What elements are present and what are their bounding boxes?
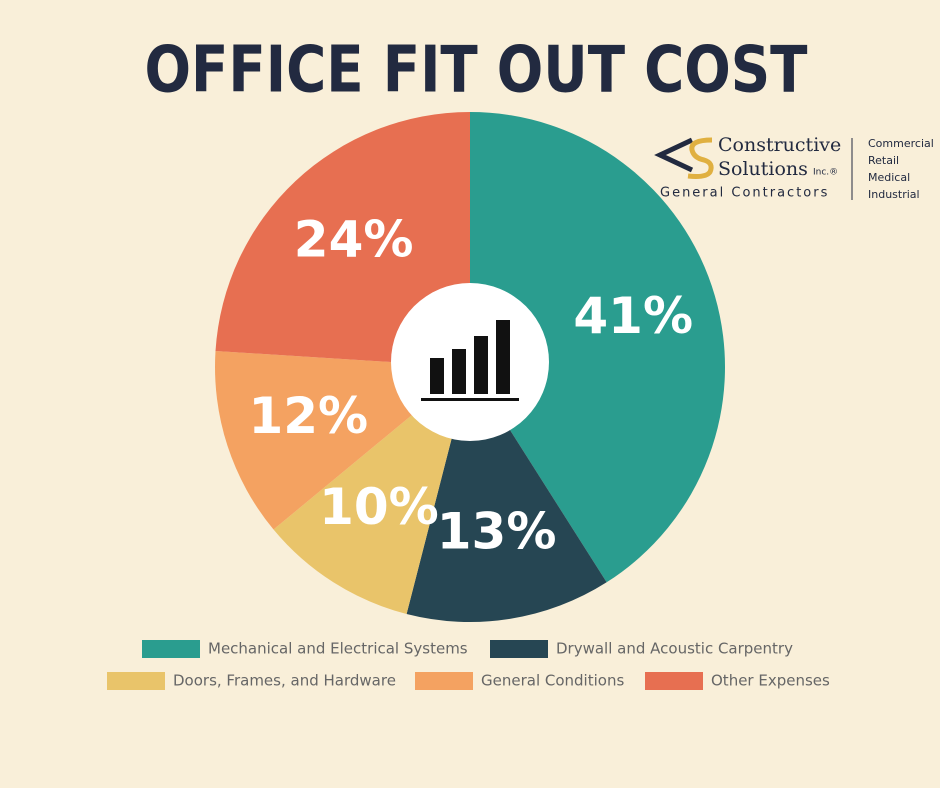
value-label: 24% — [294, 211, 414, 269]
logo-sector: Medical — [868, 171, 910, 184]
logo: Constructive Solutions Inc.® General Con… — [654, 134, 934, 201]
legend-swatch — [415, 672, 473, 690]
logo-sector: Commercial — [868, 137, 934, 150]
logo-mark — [687, 137, 714, 179]
value-label: 10% — [319, 478, 439, 536]
legend-swatch — [645, 672, 703, 690]
logo-mark — [654, 137, 694, 173]
logo-tagline: General Contractors — [660, 186, 829, 201]
legend-label: Other Expenses — [711, 672, 830, 690]
legend-label: Doors, Frames, and Hardware — [173, 672, 396, 690]
pie-slice — [215, 112, 470, 367]
center-hole — [391, 283, 549, 441]
legend-swatch — [490, 640, 548, 658]
legend-label: Drywall and Acoustic Carpentry — [556, 640, 793, 658]
chart-icon — [421, 320, 519, 401]
legend-label: General Conditions — [481, 672, 624, 690]
logo-sector: Industrial — [868, 188, 920, 201]
logo-sector: Retail — [868, 154, 899, 167]
value-label: 12% — [248, 387, 368, 445]
logo-name: Solutions — [718, 158, 808, 180]
logo-suffix: Inc.® — [813, 168, 838, 178]
pie-slice — [273, 367, 470, 614]
chart-title: OFFICE FIT OUT COST — [145, 34, 808, 108]
logo-name: Constructive — [718, 134, 841, 156]
value-label: 13% — [437, 502, 557, 560]
legend-label: Mechanical and Electrical Systems — [208, 640, 468, 658]
legend-swatch — [142, 640, 200, 658]
legend-swatch — [107, 672, 165, 690]
value-label: 41% — [573, 287, 693, 345]
pie-slice — [470, 112, 726, 583]
